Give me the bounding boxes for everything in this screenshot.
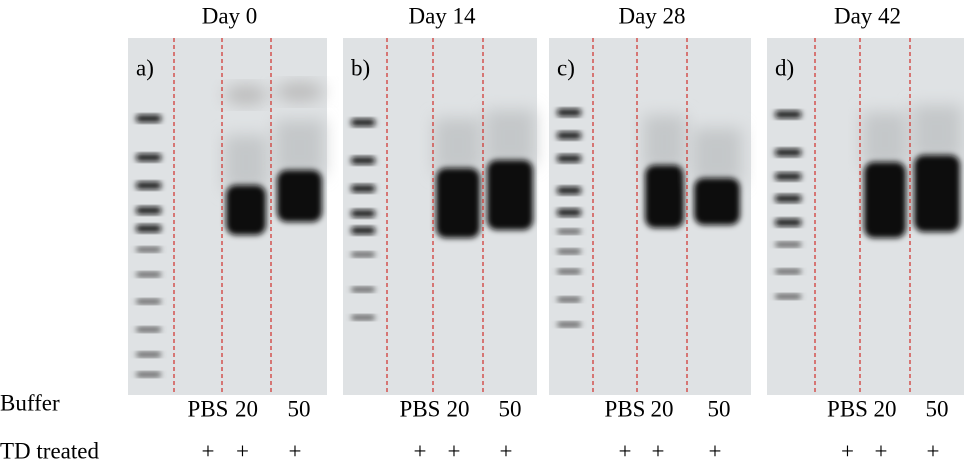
gel-panel: d) bbox=[767, 38, 964, 395]
ladder-band bbox=[775, 294, 802, 299]
sample-band bbox=[277, 170, 322, 222]
ladder-band bbox=[557, 155, 582, 162]
lane-label: 50 bbox=[288, 396, 311, 421]
treated-mark: + bbox=[500, 438, 513, 463]
panel-label: b) bbox=[351, 55, 370, 80]
treated-mark: + bbox=[619, 438, 632, 463]
ladder-band bbox=[136, 299, 162, 304]
panel-title: Day 42 bbox=[834, 3, 901, 28]
ladder-band bbox=[775, 269, 802, 274]
ladder-band bbox=[557, 109, 582, 116]
ladder-band bbox=[775, 219, 802, 226]
ladder-band bbox=[136, 327, 162, 332]
buffer-row-label: Buffer bbox=[0, 390, 60, 415]
ladder-band bbox=[775, 111, 802, 118]
ladder-band bbox=[351, 210, 376, 217]
ladder-band bbox=[351, 227, 376, 234]
ladder-band bbox=[351, 185, 376, 192]
smear bbox=[224, 85, 268, 105]
ladder-band bbox=[351, 119, 376, 126]
ladder-band bbox=[557, 322, 582, 327]
lane-label: PBS bbox=[188, 396, 229, 421]
ladder-band bbox=[557, 209, 582, 216]
panel-title: Day 0 bbox=[202, 3, 258, 28]
sample-band bbox=[645, 165, 684, 228]
gel-panel: a) bbox=[128, 38, 327, 395]
lane-label: 50 bbox=[708, 396, 731, 421]
treated-row-label: TD treated bbox=[0, 438, 99, 463]
ladder-band bbox=[557, 297, 582, 302]
ladder-band bbox=[351, 252, 376, 257]
ladder-band bbox=[775, 173, 802, 180]
sample-band bbox=[226, 185, 266, 235]
ladder-band bbox=[136, 225, 162, 232]
smear bbox=[275, 120, 324, 175]
ladder-band bbox=[136, 115, 162, 122]
treated-mark: + bbox=[202, 438, 215, 463]
sample-band bbox=[864, 162, 906, 238]
treated-mark: + bbox=[927, 438, 940, 463]
sample-band bbox=[694, 178, 740, 225]
ladder-band bbox=[136, 352, 162, 357]
smear bbox=[912, 105, 962, 160]
ladder-band bbox=[775, 242, 802, 247]
ladder-band bbox=[351, 157, 376, 164]
ladder-band bbox=[557, 269, 582, 274]
ladder-band bbox=[557, 229, 582, 234]
treated-mark: + bbox=[875, 438, 888, 463]
panel-title: Day 28 bbox=[618, 3, 685, 28]
lane-label: PBS bbox=[827, 396, 868, 421]
sample-band bbox=[914, 155, 960, 232]
treated-mark: + bbox=[841, 438, 854, 463]
ladder-band bbox=[775, 149, 802, 156]
sample-band bbox=[487, 160, 533, 230]
lane-label: 20 bbox=[874, 396, 897, 421]
treated-mark: + bbox=[448, 438, 461, 463]
panel-label: c) bbox=[557, 55, 575, 80]
treated-mark: + bbox=[289, 438, 302, 463]
ladder-band bbox=[775, 195, 802, 202]
lane-label: 20 bbox=[235, 396, 258, 421]
lane-label: PBS bbox=[400, 396, 441, 421]
ladder-band bbox=[557, 187, 582, 194]
lane-label: 20 bbox=[651, 396, 674, 421]
lane-label: 50 bbox=[499, 396, 522, 421]
ladder-band bbox=[136, 372, 162, 377]
ladder-band bbox=[136, 247, 162, 252]
treated-mark: + bbox=[236, 438, 249, 463]
gel-panel: c) bbox=[549, 38, 751, 395]
ladder-band bbox=[136, 272, 162, 277]
ladder-band bbox=[351, 287, 376, 292]
panel-label: d) bbox=[775, 55, 794, 80]
smear bbox=[862, 112, 908, 167]
smear bbox=[485, 110, 535, 165]
ladder-band bbox=[351, 315, 376, 320]
lane-label: 20 bbox=[447, 396, 470, 421]
ladder-band bbox=[136, 154, 162, 161]
smear bbox=[643, 115, 686, 170]
ladder-band bbox=[557, 249, 582, 254]
panel-label: a) bbox=[136, 55, 154, 80]
smear bbox=[692, 128, 742, 183]
ladder-band bbox=[136, 182, 162, 189]
lane-label: PBS bbox=[605, 396, 646, 421]
treated-mark: + bbox=[709, 438, 722, 463]
gel-panel: b) bbox=[343, 38, 537, 395]
panel-title: Day 14 bbox=[408, 3, 476, 28]
sample-band bbox=[436, 168, 480, 238]
ladder-band bbox=[136, 207, 162, 214]
treated-mark: + bbox=[414, 438, 427, 463]
ladder-band bbox=[557, 132, 582, 139]
treated-mark: + bbox=[652, 438, 665, 463]
smear bbox=[434, 118, 482, 173]
lane-label: 50 bbox=[926, 396, 949, 421]
smear bbox=[275, 82, 324, 102]
smear bbox=[224, 135, 268, 190]
